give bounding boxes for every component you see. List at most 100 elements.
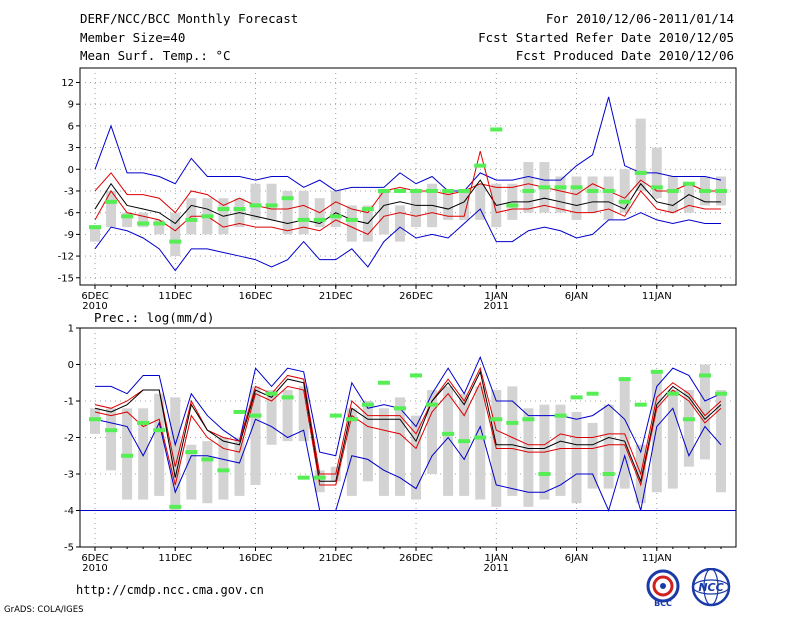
observed-mark [137, 221, 150, 226]
x-tick-label: 21DEC [319, 553, 353, 564]
observed-mark [169, 239, 182, 244]
ncc-logo-text: NCC [698, 581, 723, 594]
observed-mark [634, 402, 647, 407]
spread-box [346, 205, 357, 242]
observed-mark [554, 185, 567, 190]
observed-mark [217, 207, 230, 212]
observed-mark [538, 185, 551, 190]
x-tick-label: 26DEC [399, 291, 433, 302]
y-tick-label: 3 [68, 143, 74, 154]
spread-box [475, 183, 486, 220]
spread-box [571, 176, 582, 220]
spread-box [234, 437, 245, 496]
spread-box [154, 393, 165, 496]
series-upper-line [94, 366, 722, 476]
spread-box [716, 390, 726, 493]
x-tick-label: 11DEC [158, 553, 192, 564]
observed-mark [313, 217, 326, 222]
observed-mark [297, 217, 310, 222]
spread-box [427, 390, 438, 474]
x-tick-label: 11JAN [642, 291, 672, 302]
y-tick-label: -1 [64, 397, 74, 408]
observed-mark [506, 203, 519, 208]
spread-box [138, 408, 149, 500]
series-upper-line [94, 172, 721, 214]
observed-mark [522, 188, 535, 193]
x-tick-label: 6DEC [81, 291, 108, 302]
series-lower-line [94, 381, 722, 487]
spread-box [571, 411, 582, 504]
observed-mark [490, 417, 503, 422]
footer-url[interactable]: http://cmdp.ncc.cma.gov.cn [76, 583, 264, 597]
observed-mark [426, 402, 439, 407]
spread-box [170, 212, 181, 257]
observed-mark [89, 417, 101, 422]
spread-box [202, 441, 213, 504]
produced-date-text: Fcst Produced Date 2010/12/06 [515, 48, 734, 63]
spread-box [282, 390, 293, 442]
observed-mark [281, 395, 294, 400]
observed-mark [458, 188, 471, 193]
observed-mark [410, 373, 423, 378]
observed-mark [666, 188, 679, 193]
spread-box [250, 183, 261, 220]
series-mean-line [94, 179, 721, 225]
series-max-line [95, 355, 722, 457]
y-tick-label: 0 [68, 165, 74, 176]
spread-box [154, 219, 165, 235]
spread-box [667, 390, 678, 489]
observed-mark [121, 214, 134, 219]
spread-box [90, 227, 100, 242]
spread-box [411, 415, 422, 500]
series-min-line [94, 208, 721, 272]
y-tick-label: 0 [68, 360, 74, 371]
spread-box [138, 212, 149, 228]
x-tick-year-label: 2010 [82, 301, 107, 312]
observed-mark [554, 413, 567, 418]
observed-mark [602, 472, 615, 476]
observed-mark [442, 431, 455, 436]
spread-box [683, 390, 694, 467]
spread-box [106, 408, 117, 471]
observed-mark [393, 406, 406, 411]
observed-mark [522, 417, 535, 422]
y-tick-label: 9 [68, 100, 74, 111]
member-size-text: Member Size=40 [80, 30, 186, 45]
observed-mark [185, 217, 198, 222]
started-date-text: Fcst Started Refer Date 2010/12/05 [478, 30, 734, 45]
observed-mark [329, 413, 342, 418]
spread-box [394, 397, 405, 496]
spread-box [475, 386, 486, 500]
observed-mark [634, 170, 647, 175]
observed-mark [105, 199, 118, 204]
observed-mark [426, 188, 439, 193]
observed-mark [249, 203, 262, 208]
y-tick-label: -15 [58, 273, 74, 284]
observed-mark [715, 188, 727, 193]
x-tick-label: 21DEC [319, 291, 353, 302]
y-tick-label: 1 [68, 324, 74, 335]
observed-mark [570, 395, 583, 400]
spread-box [186, 444, 197, 500]
x-tick-label: 26DEC [399, 553, 433, 564]
observed-mark [570, 185, 583, 190]
observed-mark [410, 188, 423, 193]
spread-box [523, 162, 534, 213]
y-tick-label: -4 [64, 506, 74, 517]
spread-box [411, 190, 422, 228]
y-tick-label: -3 [64, 470, 74, 481]
spread-box [330, 190, 341, 228]
spread-box [282, 190, 293, 235]
spread-box [619, 169, 630, 213]
bcc-logo: BCC [646, 569, 680, 608]
title-text: DERF/NCC/BCC Monthly Forecast [80, 11, 299, 26]
observed-mark [377, 188, 390, 193]
x-tick-label: 6DEC [81, 553, 108, 564]
observed-mark [345, 417, 358, 422]
observed-mark [586, 391, 599, 396]
observed-mark [715, 391, 727, 396]
